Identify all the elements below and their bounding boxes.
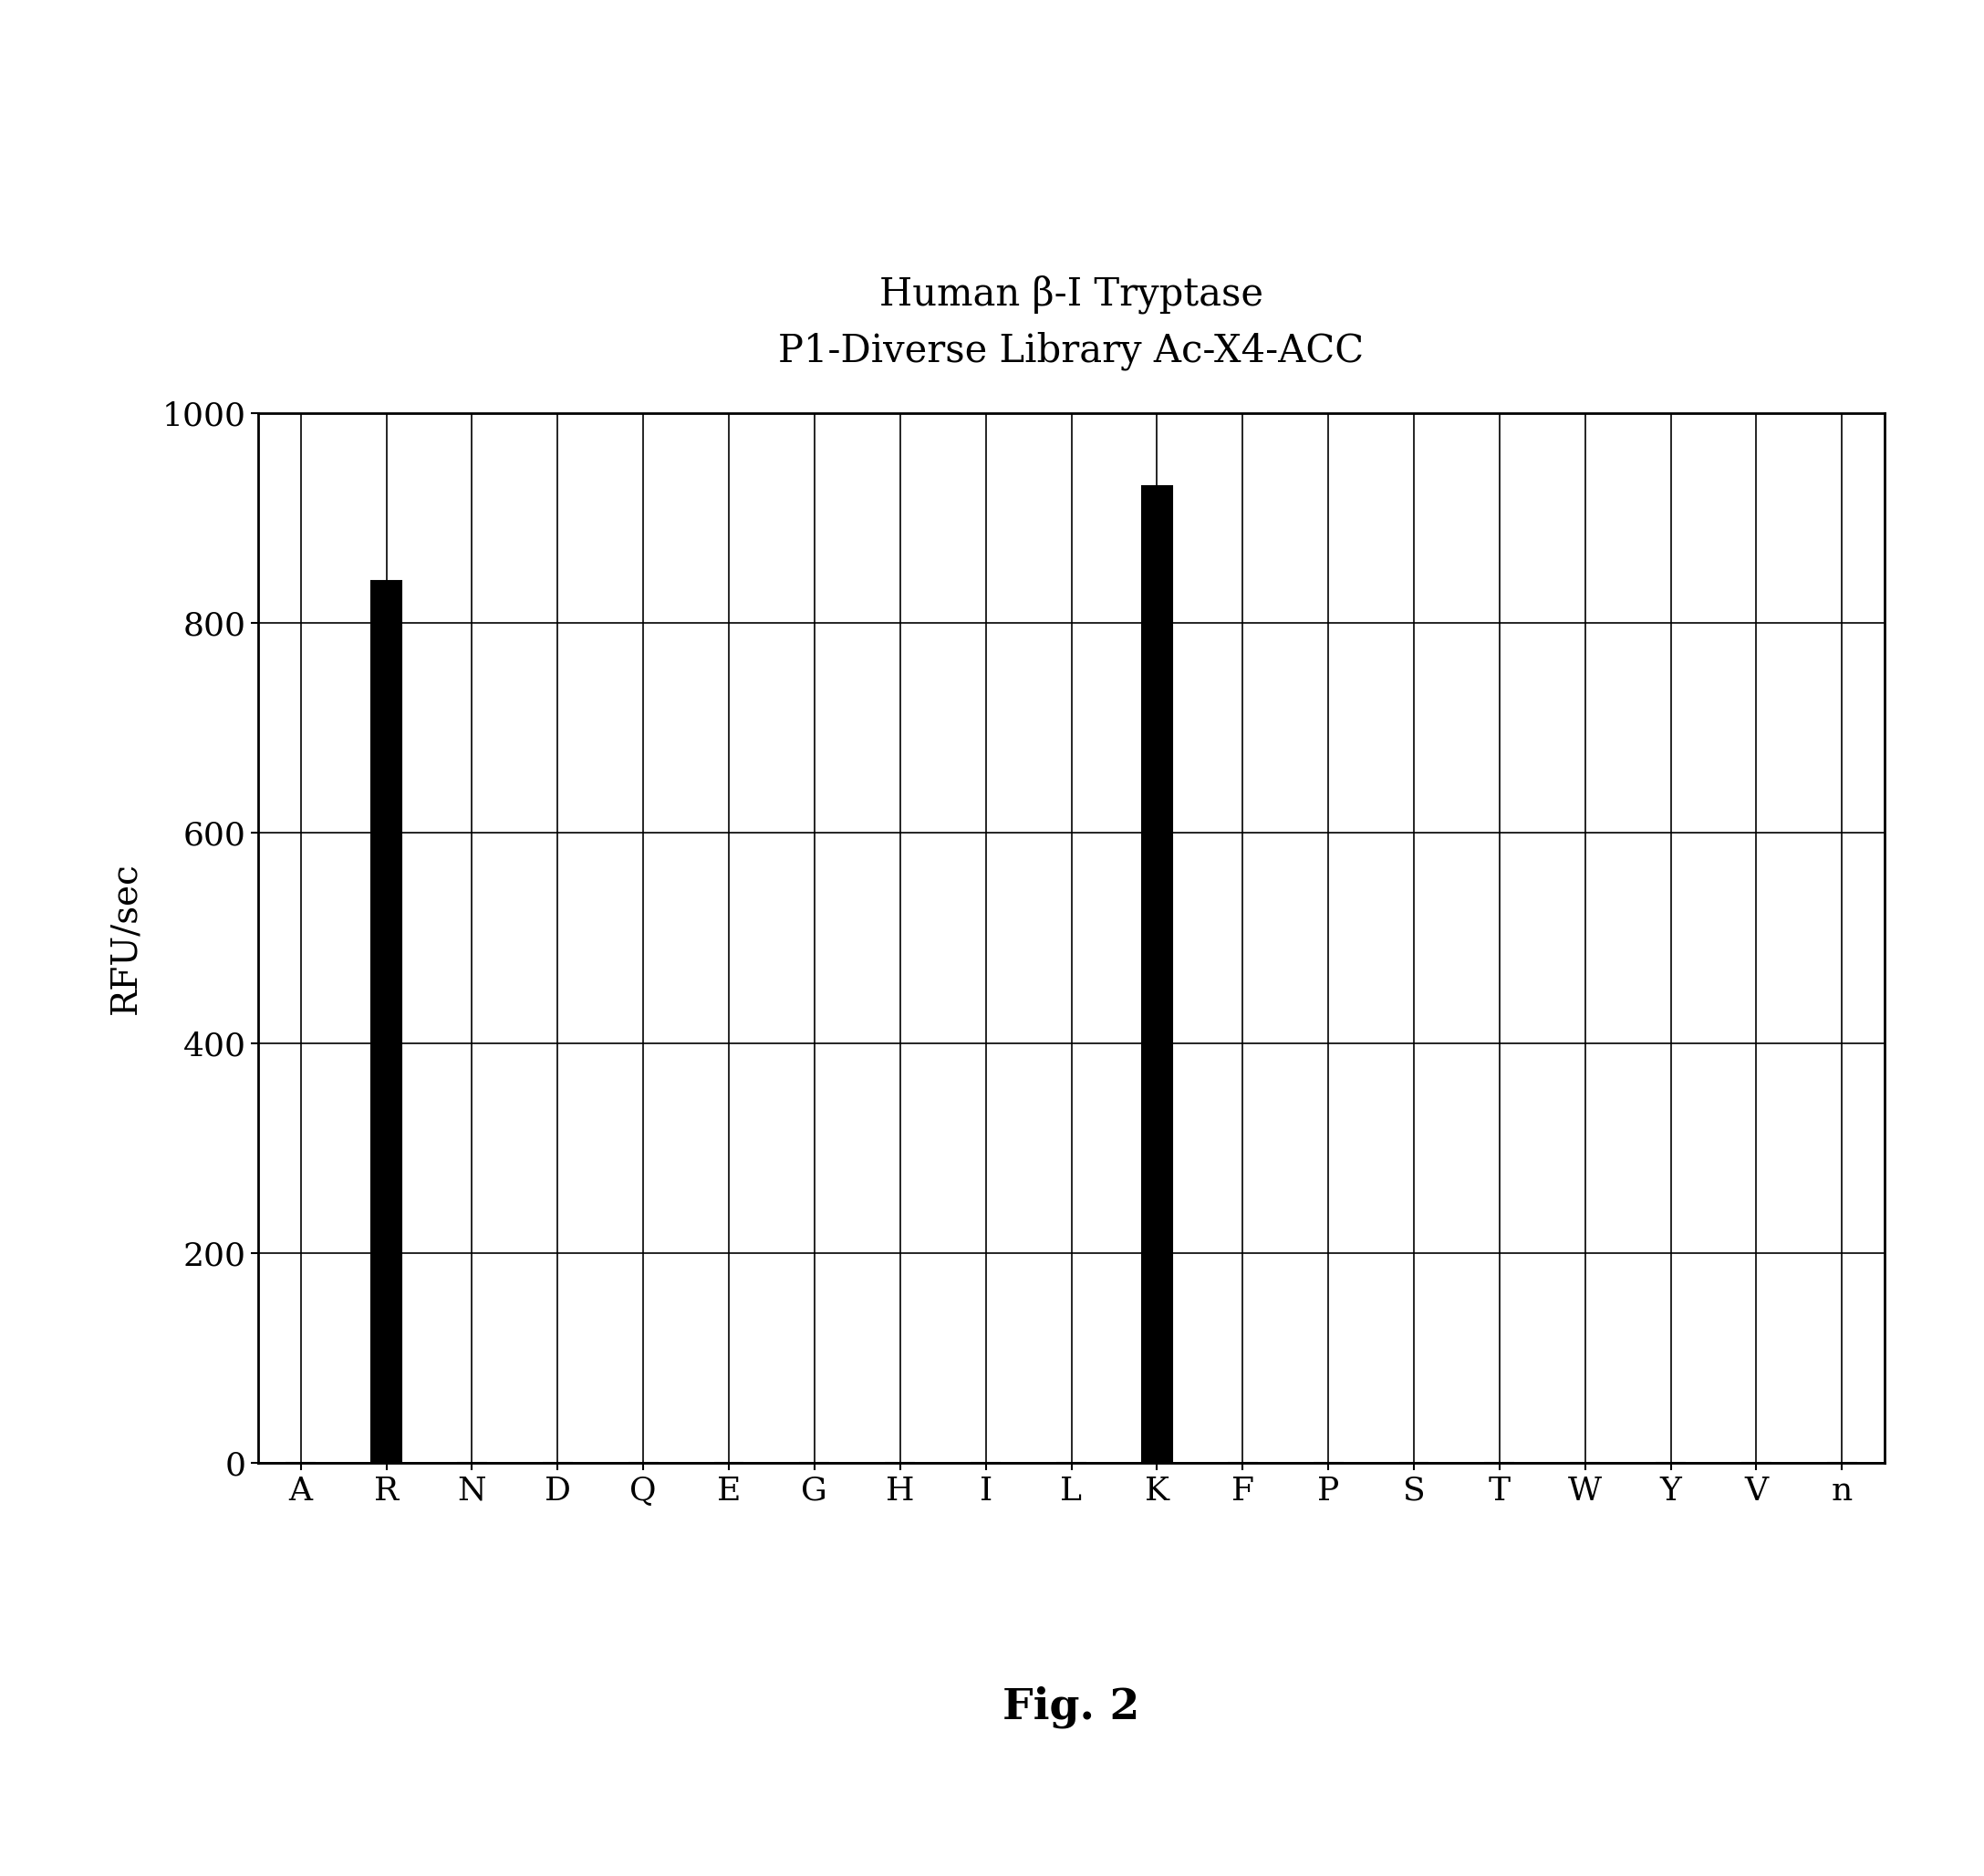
- Bar: [371, 582, 401, 1463]
- Title: Human β-I Tryptase
P1-Diverse Library Ac-X4-ACC: Human β-I Tryptase P1-Diverse Library Ac…: [778, 276, 1365, 371]
- Text: Fig. 2: Fig. 2: [1002, 1687, 1141, 1728]
- Bar: [1143, 486, 1173, 1463]
- Y-axis label: RFU/sec: RFU/sec: [109, 861, 143, 1015]
